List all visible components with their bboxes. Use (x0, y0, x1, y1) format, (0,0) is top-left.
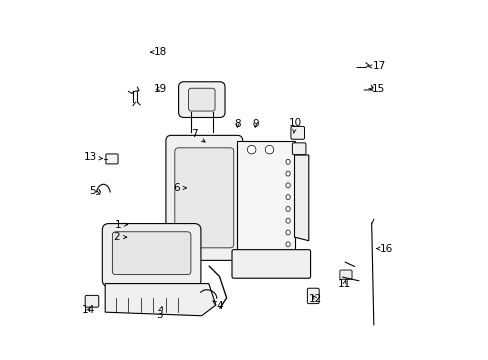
Text: 1: 1 (114, 220, 127, 230)
Polygon shape (294, 155, 308, 241)
Ellipse shape (285, 230, 290, 235)
Text: 19: 19 (153, 84, 166, 94)
Text: 17: 17 (368, 62, 386, 71)
Text: 11: 11 (337, 279, 350, 289)
Ellipse shape (285, 159, 290, 164)
FancyBboxPatch shape (339, 270, 351, 279)
Text: 16: 16 (376, 244, 392, 253)
Ellipse shape (285, 195, 290, 200)
FancyBboxPatch shape (85, 296, 99, 307)
Text: 14: 14 (81, 305, 95, 315)
Text: 4: 4 (213, 301, 223, 311)
FancyBboxPatch shape (307, 288, 319, 303)
FancyBboxPatch shape (106, 154, 118, 164)
FancyBboxPatch shape (112, 232, 190, 275)
Text: 10: 10 (288, 118, 301, 134)
Ellipse shape (285, 171, 290, 176)
Ellipse shape (285, 218, 290, 223)
FancyBboxPatch shape (178, 82, 224, 117)
Bar (237, 141, 294, 255)
FancyBboxPatch shape (188, 88, 215, 111)
Text: 2: 2 (113, 232, 126, 242)
Text: 13: 13 (83, 153, 102, 162)
FancyBboxPatch shape (231, 249, 310, 278)
Ellipse shape (285, 183, 290, 188)
Text: 6: 6 (173, 183, 186, 193)
Text: 12: 12 (308, 294, 321, 303)
FancyBboxPatch shape (292, 143, 305, 155)
FancyBboxPatch shape (102, 224, 201, 287)
FancyBboxPatch shape (165, 135, 242, 260)
FancyBboxPatch shape (290, 126, 304, 139)
Polygon shape (105, 284, 216, 316)
Text: 18: 18 (150, 47, 167, 57)
Text: 5: 5 (89, 186, 100, 197)
Circle shape (264, 145, 273, 154)
FancyBboxPatch shape (175, 148, 233, 248)
Text: 15: 15 (368, 84, 384, 94)
Text: 8: 8 (234, 118, 240, 129)
Text: 7: 7 (191, 129, 204, 142)
Circle shape (247, 145, 255, 154)
Text: 9: 9 (251, 118, 258, 129)
Ellipse shape (285, 206, 290, 211)
Text: 3: 3 (156, 307, 163, 320)
Ellipse shape (285, 242, 290, 247)
